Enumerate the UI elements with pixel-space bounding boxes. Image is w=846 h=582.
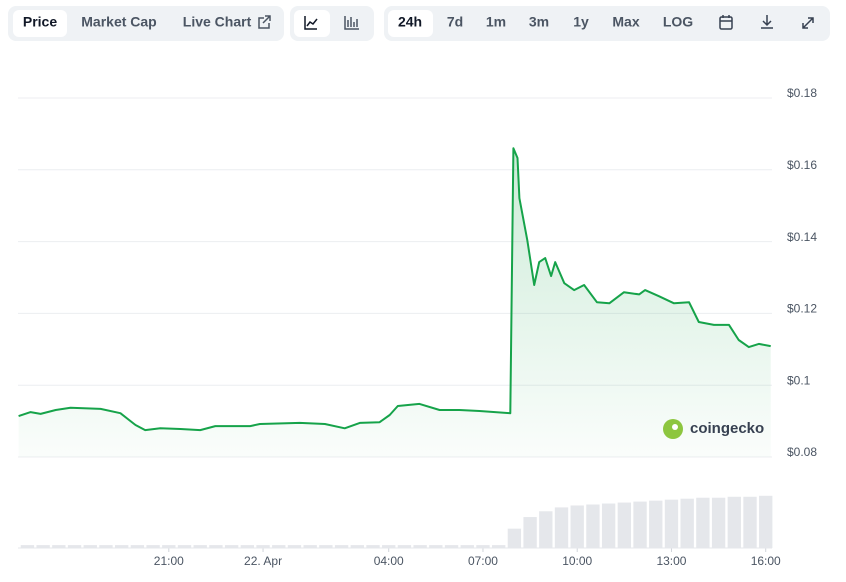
volume-bar: [36, 545, 50, 548]
volume-bar: [224, 545, 239, 548]
tab-price[interactable]: Price: [23, 14, 57, 30]
volume-bar: [554, 507, 569, 548]
watermark-text: coingecko: [690, 420, 764, 437]
y-tick-label: $0.14: [787, 230, 817, 244]
volume-bar: [319, 545, 333, 548]
x-tick-label: 04:00: [374, 554, 404, 568]
x-tick-label: 22. Apr: [244, 554, 282, 568]
volume-bar: [586, 504, 600, 548]
volume-bar: [366, 545, 380, 548]
x-tick-label: 21:00: [154, 554, 184, 568]
volume-bar: [444, 545, 459, 548]
x-tick-label: 10:00: [562, 554, 592, 568]
price-line: [18, 147, 771, 432]
volume-bar: [272, 545, 286, 548]
volume-bar: [287, 545, 302, 548]
volume-bar: [743, 496, 757, 548]
active-button: [388, 10, 433, 37]
price-area: [18, 148, 771, 458]
volume-bar: [570, 505, 584, 548]
volume-bar: [177, 545, 192, 548]
volume-bar: [256, 545, 270, 548]
volume-bar: [114, 545, 129, 548]
range-1m[interactable]: 1m: [486, 14, 506, 30]
volume-bar: [83, 545, 97, 548]
tab-market-cap[interactable]: Market Cap: [81, 14, 156, 30]
volume-bar: [633, 501, 647, 548]
volume-bar: [99, 545, 113, 548]
y-tick-label: $0.18: [787, 86, 817, 100]
x-tick-label: 13:00: [656, 554, 686, 568]
volume-bar: [334, 545, 349, 548]
tab-live-chart[interactable]: Live Chart: [183, 14, 252, 30]
range-3m[interactable]: 3m: [529, 14, 549, 30]
volume-bar: [759, 495, 773, 548]
volume-bar: [382, 545, 396, 548]
volume-bar: [491, 545, 506, 548]
external-link-icon: [258, 15, 271, 29]
y-tick-label: $0.08: [787, 445, 817, 459]
active-button: [13, 10, 67, 37]
toolbar-group: [384, 6, 830, 41]
volume-bar: [539, 511, 553, 548]
line-chart-icon[interactable]: [304, 16, 318, 30]
range-7d[interactable]: 7d: [447, 14, 463, 30]
volume-bar: [696, 497, 710, 548]
volume-bar: [193, 545, 207, 548]
volume-bar: [52, 545, 66, 548]
volume-bar: [67, 545, 82, 548]
volume-bar: [350, 545, 364, 548]
volume-bar: [523, 517, 537, 548]
volume-bar: [727, 496, 741, 548]
volume-bar: [649, 500, 663, 548]
download-icon[interactable]: [761, 15, 773, 29]
volume-bar: [240, 545, 255, 548]
volume-bar: [146, 545, 160, 548]
x-tick-label: 16:00: [751, 554, 781, 568]
x-tick-label: 07:00: [468, 554, 498, 568]
volume-bar: [507, 528, 522, 548]
log-toggle[interactable]: LOG: [663, 14, 693, 30]
range-24h[interactable]: 24h: [398, 14, 422, 30]
volume-bar: [680, 498, 694, 548]
volume-bar: [711, 497, 726, 548]
range-1y[interactable]: 1y: [573, 14, 589, 30]
volume-bar: [617, 502, 632, 548]
expand-icon[interactable]: [802, 17, 814, 29]
y-tick-label: $0.1: [787, 373, 811, 387]
calendar-icon[interactable]: [719, 15, 733, 30]
volume-bar: [601, 503, 616, 548]
candle-chart-icon[interactable]: [344, 16, 359, 30]
volume-bar: [397, 545, 412, 548]
y-tick-label: $0.12: [787, 302, 817, 316]
volume-bar: [130, 545, 145, 548]
volume-bar: [20, 545, 35, 548]
volume-bar: [162, 545, 176, 548]
y-tick-label: $0.16: [787, 158, 817, 172]
range-max[interactable]: Max: [612, 14, 639, 30]
volume-bar: [476, 545, 490, 548]
volume-bar: [664, 499, 679, 548]
volume-bar: [460, 545, 474, 548]
volume-bar: [209, 545, 223, 548]
toolbar-group: [8, 6, 284, 41]
watermark: coingecko: [663, 419, 764, 439]
volume-bar: [303, 545, 317, 548]
volume-bar: [429, 545, 443, 548]
volume-bar: [413, 545, 427, 548]
